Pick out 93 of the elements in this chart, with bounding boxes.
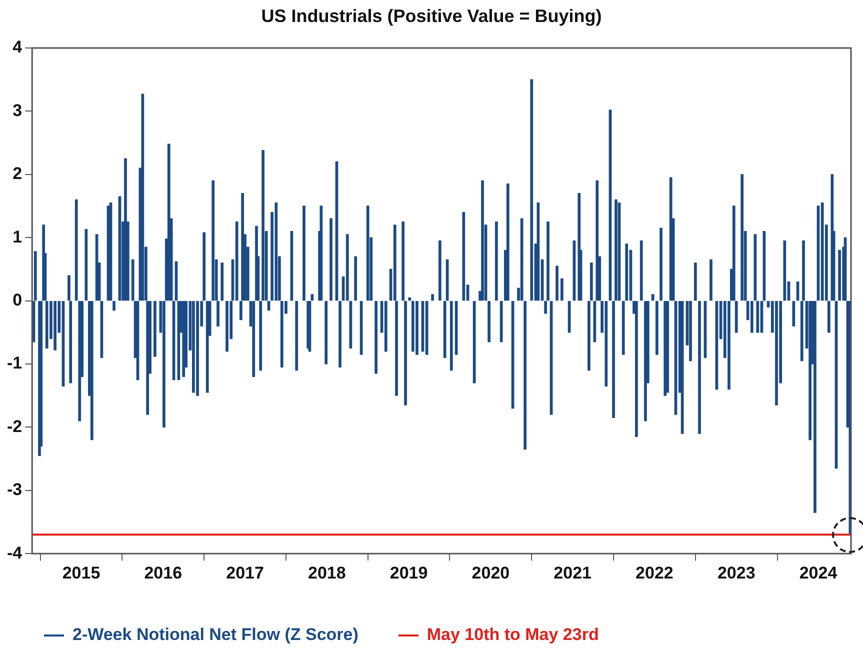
bar — [192, 300, 195, 393]
bar — [604, 300, 608, 386]
bar — [488, 300, 490, 342]
bar — [408, 297, 412, 301]
bar — [74, 199, 78, 301]
bar — [494, 221, 498, 301]
legend-label: May 10th to May 23rd — [426, 625, 599, 644]
bar — [295, 300, 298, 371]
bar — [438, 240, 442, 301]
bar — [655, 300, 658, 355]
bar — [167, 144, 170, 301]
bar — [78, 300, 82, 422]
bar — [635, 300, 638, 438]
bar — [226, 300, 228, 352]
bar — [666, 300, 669, 393]
bar — [384, 300, 388, 352]
bar — [450, 300, 453, 371]
bar — [416, 300, 418, 355]
bar — [481, 180, 484, 301]
bar — [124, 158, 127, 301]
bar — [820, 202, 824, 301]
x-tick-label: 2022 — [636, 563, 674, 582]
legend-label: 2-Week Notional Net Flow (Z Score) — [72, 625, 358, 644]
bar — [530, 79, 534, 301]
bar — [506, 184, 510, 301]
y-tick-label: 0 — [12, 290, 22, 310]
x-tick-label: 2021 — [554, 563, 592, 582]
bar — [182, 300, 186, 377]
bar — [235, 221, 238, 301]
y-tick-label: -4 — [6, 543, 23, 562]
bar — [689, 300, 692, 362]
bar — [814, 300, 816, 513]
x-tick-label: 2019 — [390, 563, 428, 582]
bar — [346, 234, 349, 301]
y-tick-label: 2 — [12, 164, 22, 184]
bar — [710, 259, 712, 301]
x-tick-label: 2015 — [62, 563, 100, 582]
bar — [330, 218, 332, 301]
bar — [750, 300, 754, 333]
bar — [660, 228, 662, 301]
bar — [556, 266, 558, 301]
bar — [366, 206, 370, 301]
x-tick-label: 2023 — [717, 563, 756, 582]
bar — [54, 300, 56, 350]
bar — [196, 300, 199, 396]
x-tick-label: 2020 — [472, 563, 510, 582]
bar — [302, 206, 306, 301]
bar — [524, 300, 527, 450]
x-tick-label: 2024 — [799, 563, 838, 582]
bar — [141, 94, 144, 301]
bar — [220, 262, 224, 301]
chart-title: US Industrials (Positive Value = Buying) — [260, 6, 603, 27]
bar — [740, 174, 744, 301]
bar — [354, 256, 358, 301]
bar — [783, 240, 786, 301]
bar — [838, 250, 841, 301]
bar — [90, 300, 94, 440]
bar — [644, 300, 647, 422]
bar — [274, 202, 278, 301]
bar — [112, 300, 116, 311]
x-tick-label: 2018 — [308, 563, 346, 582]
bar — [349, 300, 352, 349]
bar — [252, 300, 256, 377]
bar — [374, 300, 378, 374]
y-tick-label: 3 — [12, 100, 22, 120]
bar — [500, 300, 503, 342]
y-tick-label: -3 — [6, 480, 22, 500]
bar — [669, 177, 672, 301]
bar — [431, 294, 434, 301]
bar — [560, 278, 564, 301]
bar — [775, 300, 778, 406]
bar — [206, 300, 209, 393]
bar — [338, 300, 342, 368]
bar — [792, 300, 796, 326]
x-tick-label: 2017 — [226, 563, 264, 582]
bar — [462, 212, 466, 301]
bar — [698, 300, 701, 434]
bar — [212, 180, 215, 301]
bar — [324, 300, 328, 364]
bar — [84, 229, 88, 301]
x-tick-label: 2016 — [144, 563, 182, 582]
bar — [625, 244, 628, 301]
bar — [622, 300, 625, 355]
bar — [640, 240, 643, 301]
bar — [694, 262, 697, 301]
y-tick-label: 1 — [12, 227, 22, 246]
y-tick-label: -1 — [6, 354, 22, 373]
bar — [651, 294, 654, 301]
y-tick-label: 4 — [12, 38, 23, 57]
bar — [808, 300, 812, 440]
bar — [154, 300, 156, 357]
y-tick-label: -2 — [6, 416, 22, 436]
bar — [411, 300, 414, 352]
